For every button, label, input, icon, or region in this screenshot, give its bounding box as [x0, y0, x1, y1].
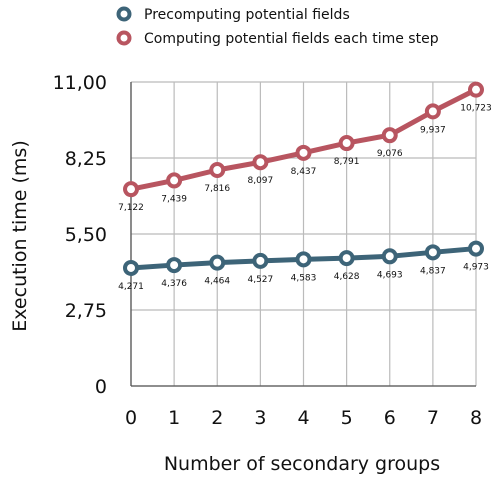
- legend: Precomputing potential fields Computing …: [116, 6, 439, 47]
- y-tick-label: 0: [95, 376, 107, 398]
- x-tick-label: 8: [470, 407, 482, 429]
- x-axis-tick-labels: 0 1 2 3 4 5 6 7 8: [125, 407, 482, 429]
- data-point-precomputing: [166, 257, 183, 274]
- data-point-computing: [381, 127, 398, 144]
- data-point-computing: [295, 144, 312, 161]
- data-label-computing: 8,791: [334, 157, 360, 167]
- data-point-precomputing: [123, 259, 139, 276]
- data-point-computing: [468, 81, 484, 98]
- data-label-precomputing: 4,464: [204, 277, 230, 287]
- data-point-precomputing: [295, 251, 312, 268]
- data-point-computing: [338, 135, 355, 152]
- data-label-computing: 9,937: [420, 125, 446, 135]
- y-axis-title: Execution time (ms): [9, 140, 31, 331]
- series-layer: 4,271 4,376 4,464 4,527 4,583 4,628 4,693 4,837…: [118, 81, 492, 292]
- legend-label-precomputing: Precomputing potential fields: [144, 7, 350, 23]
- y-tick-label: 2,75: [65, 300, 107, 322]
- data-label-computing: 8,437: [291, 167, 317, 177]
- data-point-computing: [252, 154, 269, 171]
- data-label-computing: 7,816: [204, 184, 230, 194]
- x-tick-label: 0: [125, 407, 137, 429]
- data-label-precomputing: 4,837: [420, 266, 446, 276]
- data-point-computing: [424, 103, 441, 120]
- data-point-computing: [209, 161, 226, 178]
- data-label-computing: 7,122: [118, 203, 144, 213]
- axes: [130, 82, 476, 387]
- x-tick-label: 4: [297, 407, 309, 429]
- x-tick-label: 3: [254, 407, 266, 429]
- data-label-precomputing: 4,271: [118, 282, 144, 292]
- data-label-precomputing: 4,628: [334, 272, 360, 282]
- x-tick-label: 1: [168, 407, 180, 429]
- y-tick-label: 11,00: [53, 72, 107, 94]
- legend-marker-precomputing: [116, 6, 132, 22]
- y-tick-label: 5,50: [65, 224, 107, 246]
- legend-marker-computing: [116, 30, 132, 46]
- data-point-computing: [166, 172, 183, 189]
- data-point-precomputing: [424, 244, 441, 261]
- legend-label-computing: Computing potential fields each time ste…: [144, 31, 439, 47]
- data-label-computing: 9,076: [377, 149, 403, 159]
- data-label-precomputing: 4,973: [463, 263, 489, 273]
- x-tick-label: 6: [384, 407, 396, 429]
- data-label-computing: 7,439: [161, 194, 187, 204]
- x-tick-label: 5: [341, 407, 353, 429]
- data-label-computing: 8,097: [247, 176, 273, 186]
- x-tick-label: 7: [427, 407, 439, 429]
- data-point-precomputing: [468, 240, 484, 257]
- data-point-precomputing: [252, 252, 269, 269]
- data-point-precomputing: [209, 254, 226, 271]
- y-tick-label: 8,25: [65, 148, 107, 170]
- x-axis-title: Number of secondary groups: [164, 453, 440, 475]
- data-label-precomputing: 4,527: [247, 275, 273, 285]
- data-point-precomputing: [338, 250, 355, 267]
- data-label-precomputing: 4,693: [377, 270, 403, 280]
- data-label-precomputing: 4,376: [161, 279, 187, 289]
- x-tick-label: 2: [211, 407, 223, 429]
- y-axis-tick-labels: 0 2,75 5,50 8,25 11,00: [53, 72, 107, 398]
- data-point-precomputing: [381, 248, 398, 265]
- data-point-computing: [123, 181, 139, 198]
- data-label-computing: 10,723: [460, 104, 492, 114]
- data-label-precomputing: 4,583: [291, 273, 317, 283]
